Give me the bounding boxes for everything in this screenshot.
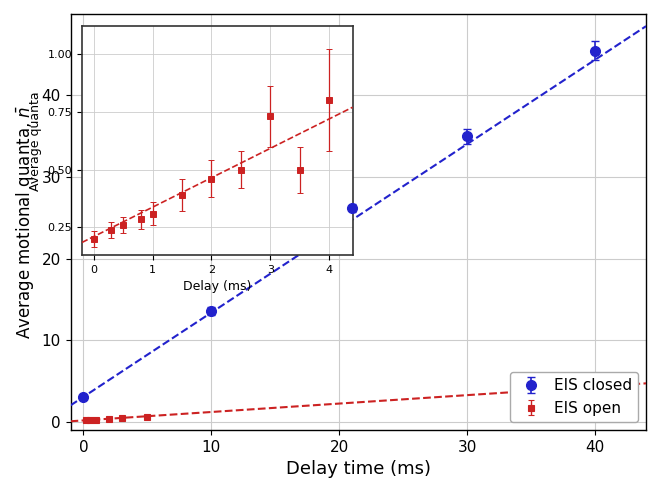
Legend: EIS closed, EIS open: EIS closed, EIS open [510, 372, 638, 422]
X-axis label: Delay time (ms): Delay time (ms) [286, 460, 431, 478]
Y-axis label: Average motional quanta, $\bar{n}$: Average motional quanta, $\bar{n}$ [14, 105, 36, 338]
